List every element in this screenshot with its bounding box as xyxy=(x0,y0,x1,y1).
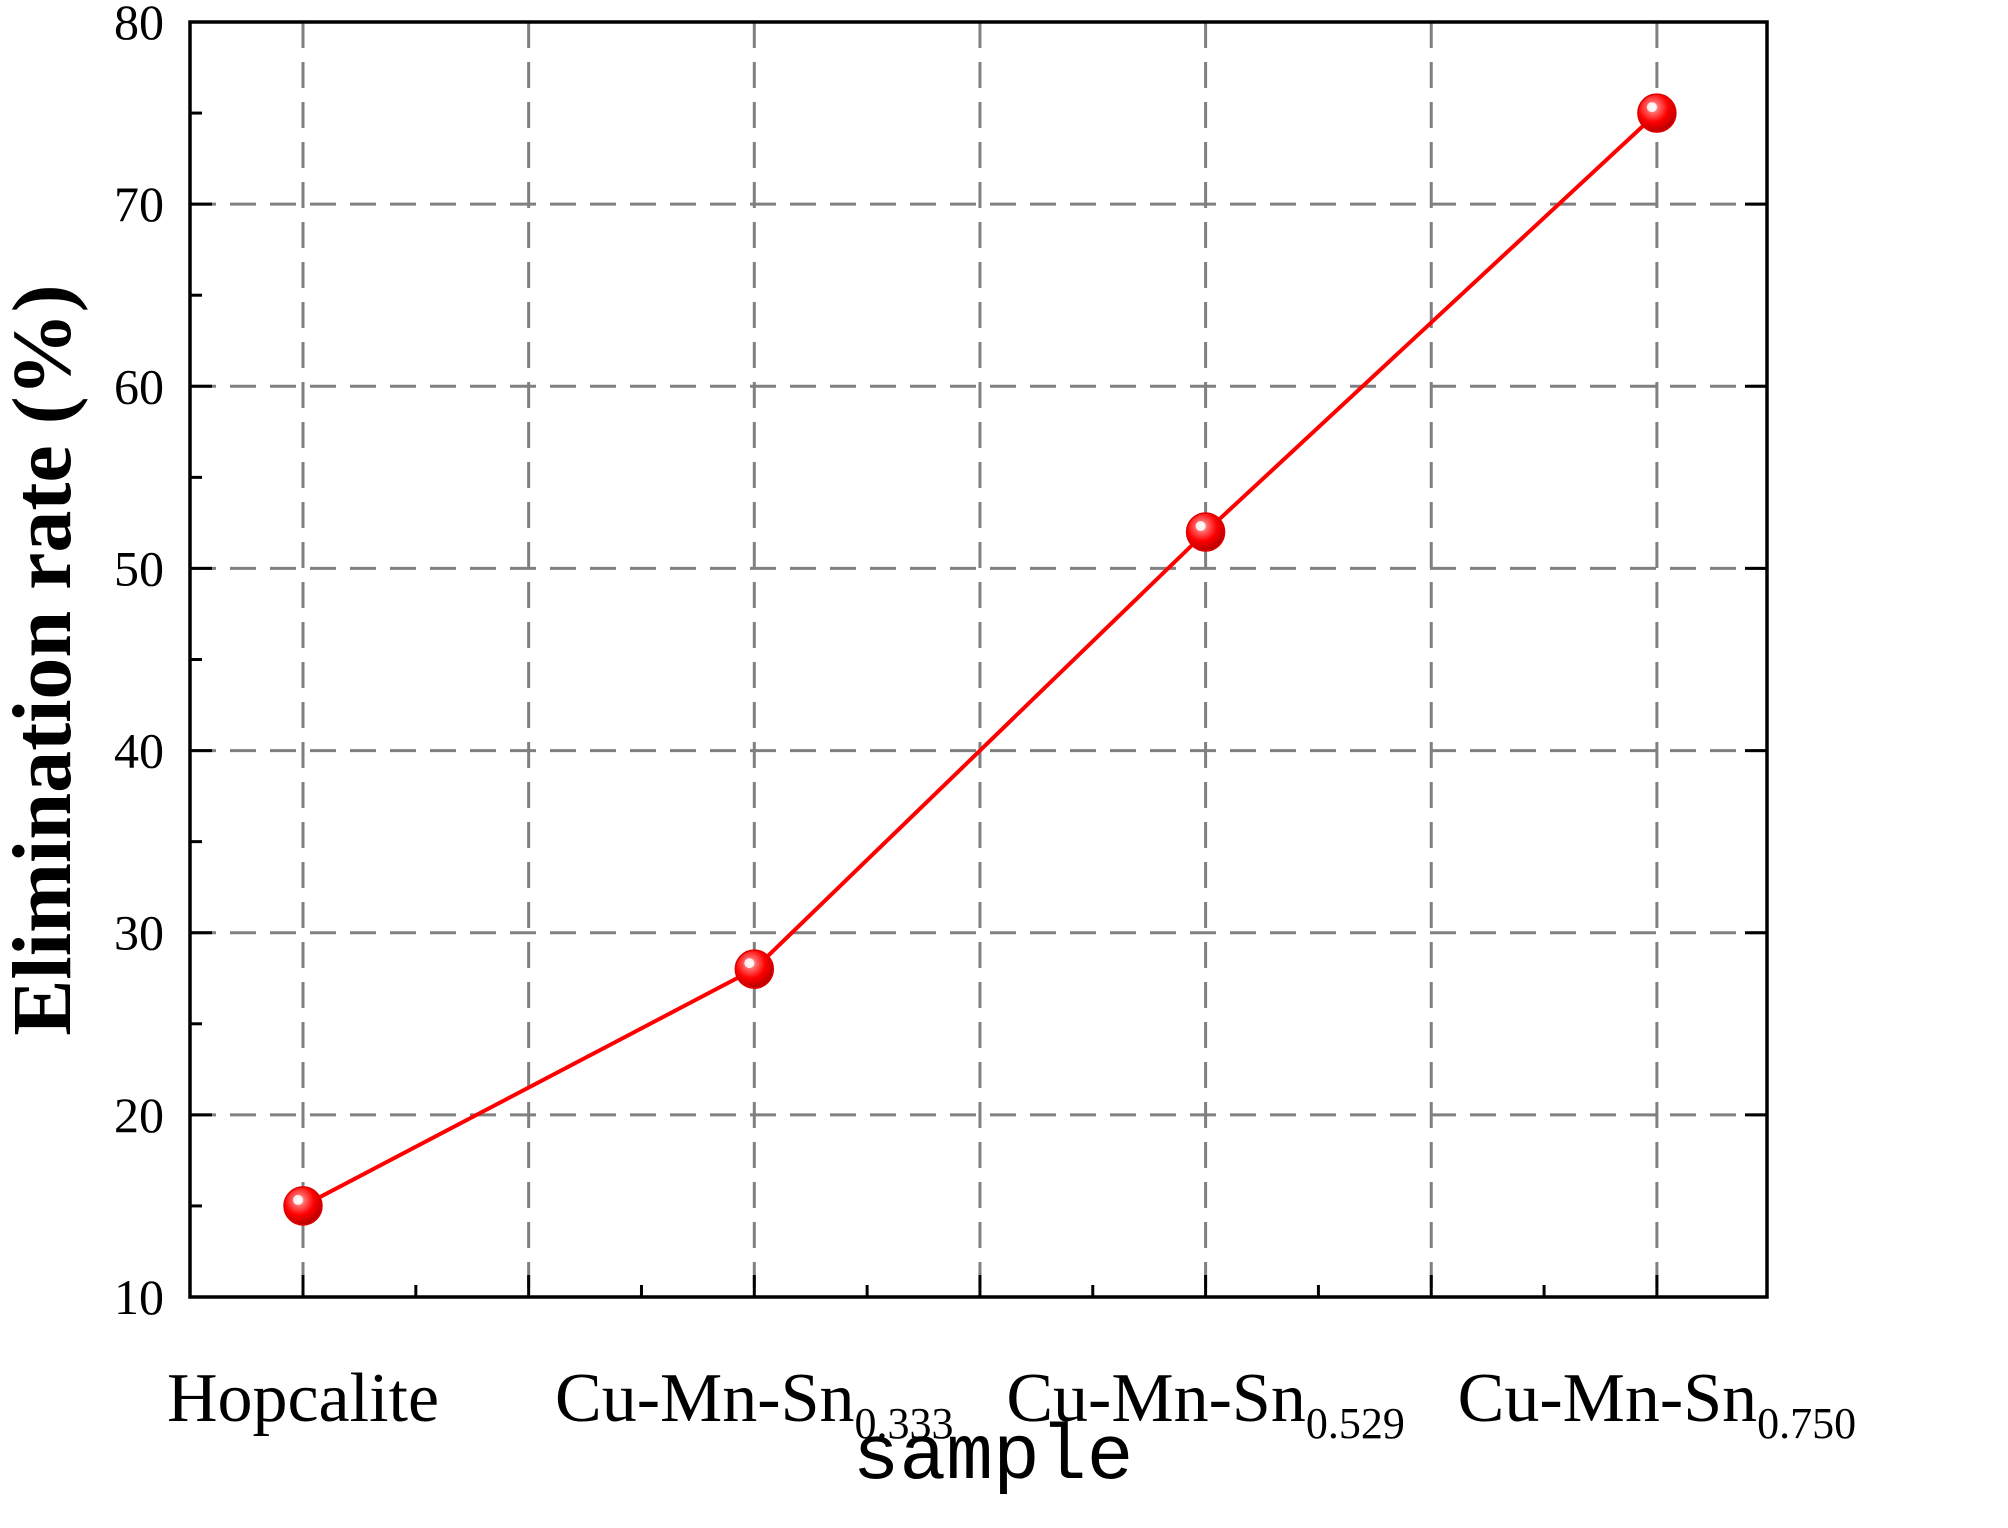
y-tick-label: 60 xyxy=(114,358,164,414)
x-category-label: Cu-Mn-Sn0.750 xyxy=(1458,1360,1856,1448)
x-category-label: Cu-Mn-Sn0.333 xyxy=(555,1360,953,1448)
y-tick-label: 80 xyxy=(114,0,164,50)
x-category-label: Hopcalite xyxy=(167,1360,439,1437)
axis-ticks xyxy=(190,20,1767,1299)
x-axis-label: sample xyxy=(853,1414,1134,1502)
y-axis-label: Elimination rate (%) xyxy=(0,284,89,1035)
tick-labels: 10 20 30 40 50 60 70 80 Hopcalite Cu-Mn-Sn0.333 Cu… xyxy=(114,0,1856,1448)
y-tick-label: 50 xyxy=(114,540,164,596)
data-point xyxy=(283,1186,323,1226)
data-point xyxy=(734,949,775,989)
y-tick-label: 20 xyxy=(114,1087,164,1143)
data-point xyxy=(1637,93,1677,133)
data-point xyxy=(1185,512,1226,552)
grid xyxy=(190,22,1767,1297)
y-tick-label: 30 xyxy=(114,905,164,961)
series-line xyxy=(302,111,1659,1208)
y-tick-label: 10 xyxy=(114,1269,164,1325)
y-tick-label: 40 xyxy=(114,723,164,779)
x-category-label: Cu-Mn-Sn0.529 xyxy=(1006,1360,1404,1448)
y-tick-label: 70 xyxy=(114,176,164,232)
series xyxy=(283,93,1677,1226)
